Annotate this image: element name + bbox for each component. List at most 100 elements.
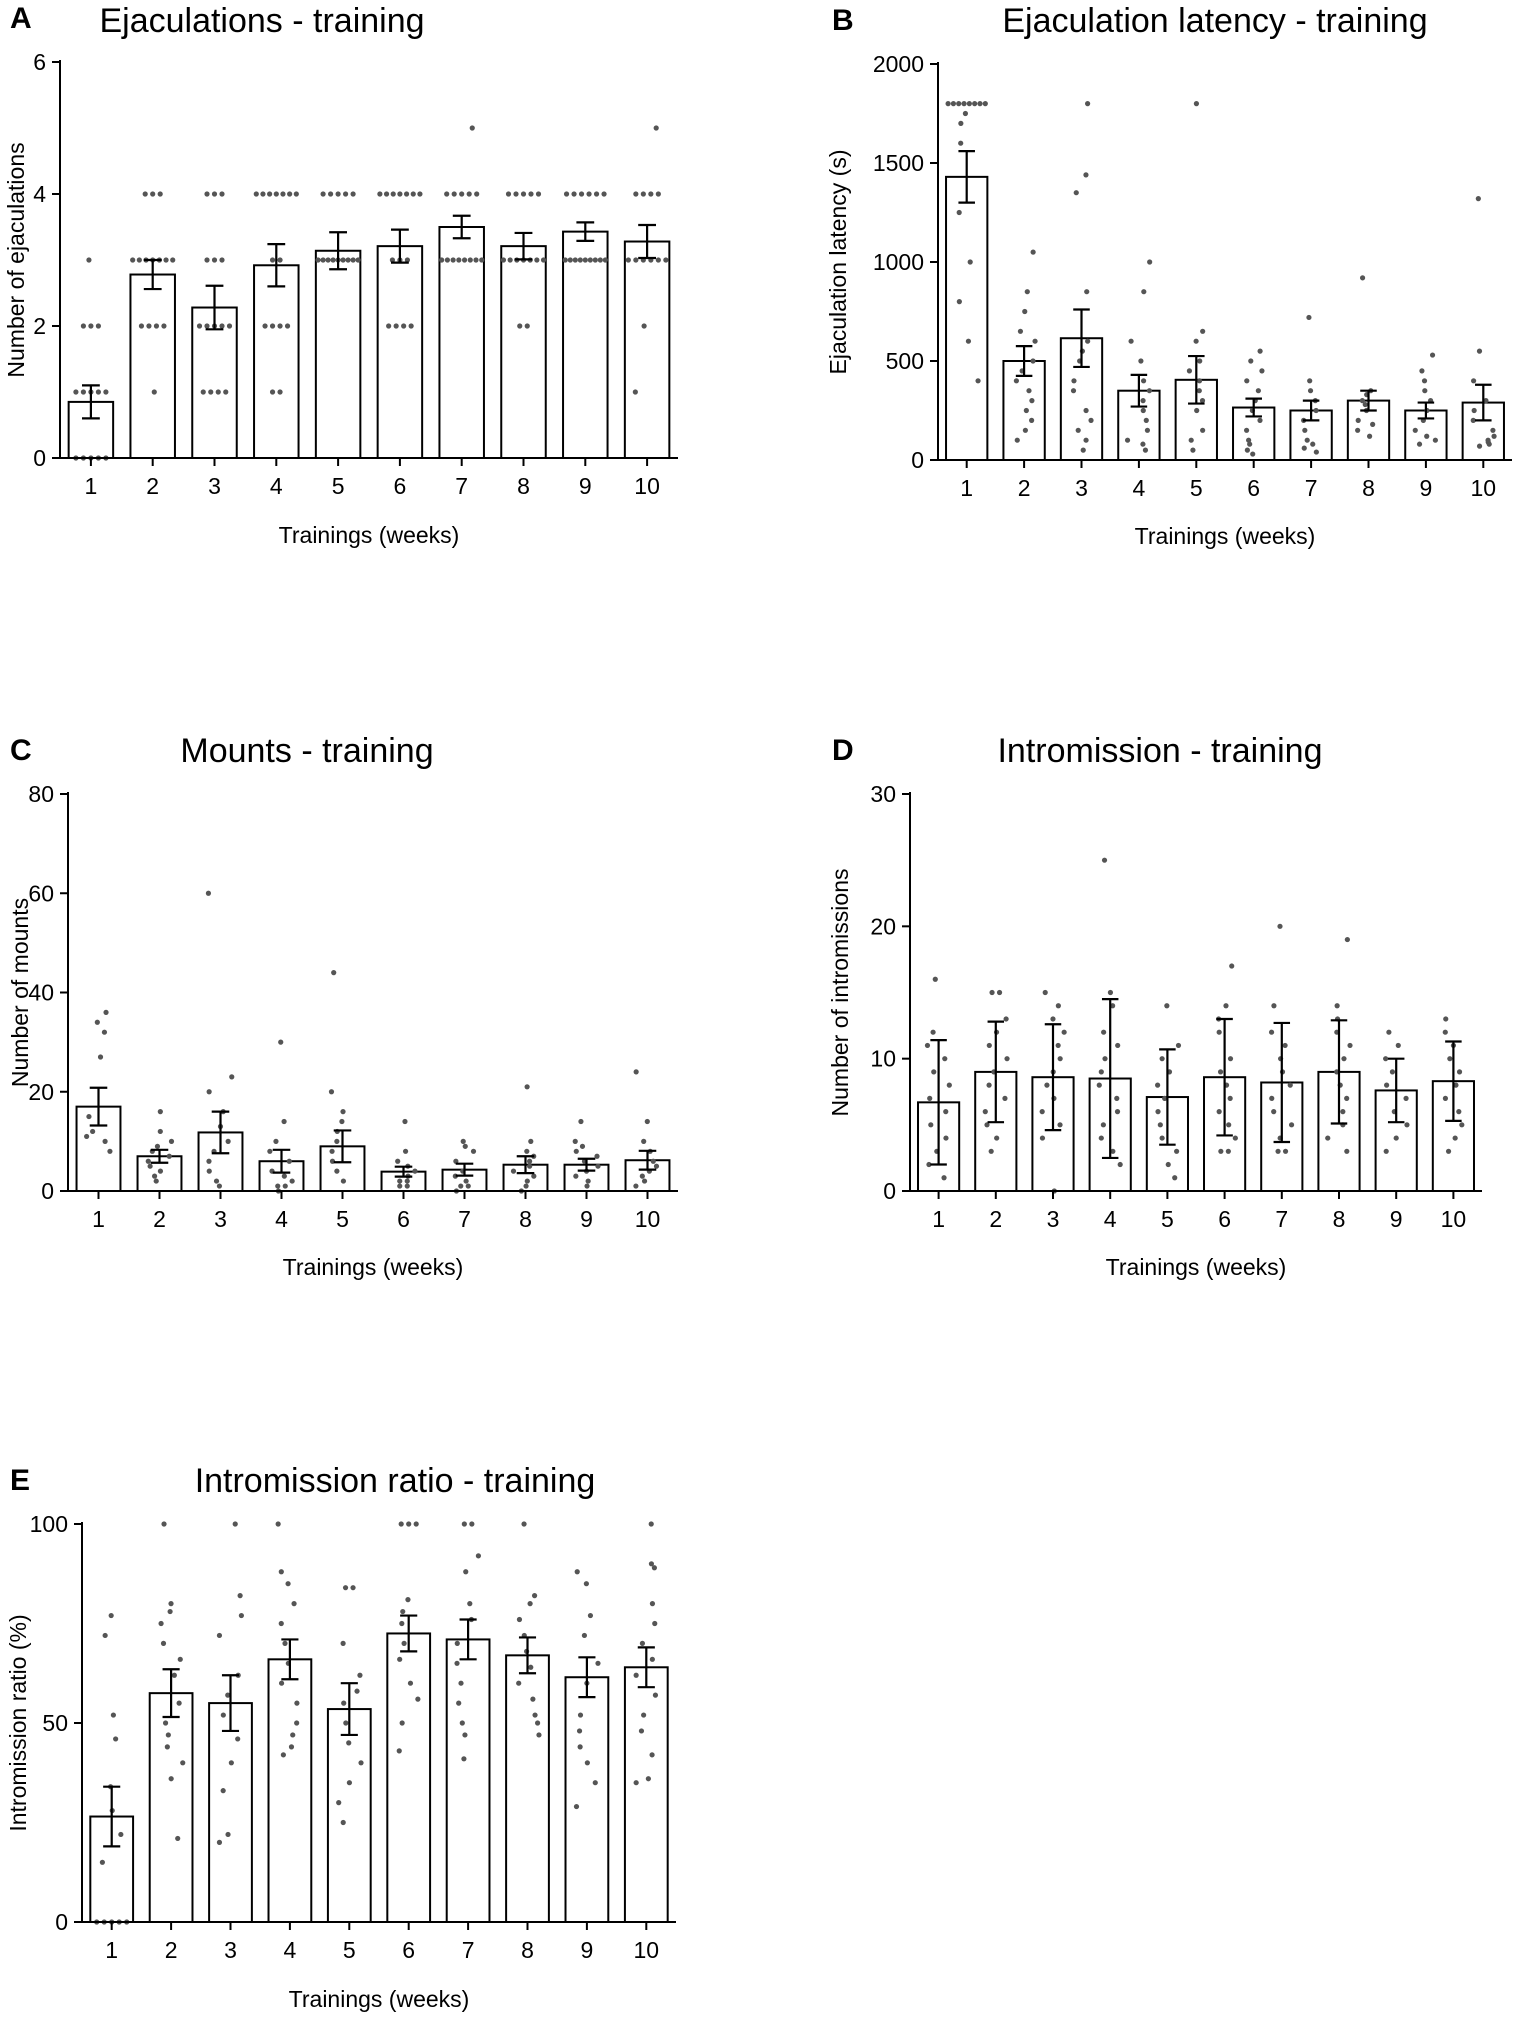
data-point (1442, 1029, 1448, 1035)
data-point (1084, 289, 1090, 295)
data-point (1142, 447, 1149, 453)
data-point (73, 389, 79, 395)
data-point (1287, 1082, 1293, 1088)
data-point (1443, 1016, 1449, 1022)
data-point (1470, 378, 1477, 384)
data-point (1014, 437, 1020, 443)
data-point (1429, 352, 1436, 358)
data-point (1218, 1148, 1224, 1154)
data-point (644, 1118, 650, 1125)
data-point (395, 1158, 401, 1164)
data-point (593, 191, 600, 197)
data-point (649, 1752, 655, 1758)
data-point (397, 1656, 403, 1662)
data-point (291, 1601, 297, 1607)
data-point (1259, 368, 1265, 374)
data-point (1416, 441, 1423, 447)
data-point (463, 1178, 469, 1184)
data-point (342, 1585, 349, 1591)
chart-title: Intromission ratio - training (195, 1462, 596, 1500)
data-point (288, 1744, 295, 1750)
data-point (208, 389, 214, 395)
data-point (80, 389, 86, 395)
data-point (280, 191, 286, 197)
data-point (153, 323, 160, 329)
data-point (1403, 1095, 1409, 1101)
data-point (1257, 348, 1263, 354)
data-point (652, 1692, 659, 1698)
data-point (206, 1158, 212, 1164)
x-tick-label: 2 (1018, 475, 1031, 501)
data-point (410, 191, 416, 197)
data-point (633, 1672, 639, 1678)
data-point (278, 1680, 285, 1686)
data-point (196, 323, 203, 329)
data-point (574, 1569, 580, 1575)
data-point (1456, 1109, 1462, 1115)
data-point (1138, 358, 1144, 364)
data-point (632, 389, 638, 395)
data-point (572, 1138, 578, 1144)
x-tick-label: 10 (634, 1937, 660, 1963)
data-point (168, 1138, 175, 1144)
y-axis-label: Number of mounts (7, 898, 33, 1087)
x-tick-label: 3 (224, 1937, 237, 1963)
data-point (86, 257, 92, 263)
data-point (1057, 1056, 1063, 1062)
data-point (1110, 1003, 1116, 1009)
data-point (88, 323, 94, 329)
data-point (216, 1632, 223, 1639)
data-point (1200, 427, 1206, 433)
data-point (102, 1138, 108, 1144)
data-point (118, 1831, 124, 1838)
data-point (1199, 398, 1206, 404)
data-point (961, 101, 967, 107)
data-point (1257, 417, 1263, 423)
data-point (456, 1700, 462, 1706)
data-point (350, 191, 356, 197)
data-point (1071, 378, 1077, 384)
data-point (527, 1163, 533, 1169)
data-point (267, 191, 273, 197)
error-bar (1188, 354, 1205, 405)
data-point (294, 1700, 300, 1706)
data-point (328, 1089, 335, 1095)
data-point (956, 101, 962, 107)
x-tick-label: 10 (1471, 475, 1497, 501)
x-tick-label: 5 (1161, 1206, 1174, 1232)
data-point (1165, 1161, 1171, 1168)
data-point (1269, 1095, 1275, 1101)
data-point (648, 1561, 655, 1567)
data-point (1003, 1016, 1009, 1022)
data-point (1383, 1148, 1389, 1154)
data-point (204, 191, 210, 197)
data-point (90, 1128, 96, 1135)
data-point (1412, 427, 1418, 433)
data-point (269, 257, 276, 263)
data-point (1200, 328, 1206, 334)
data-point (157, 1109, 163, 1115)
data-point (1029, 398, 1035, 404)
data-point (1107, 989, 1114, 996)
data-point (1217, 1069, 1224, 1075)
data-point (206, 1168, 212, 1174)
data-point (282, 1640, 288, 1646)
data-point (571, 191, 577, 197)
data-point (462, 1143, 468, 1149)
data-point (161, 1521, 167, 1527)
error-bar (1302, 399, 1320, 422)
data-point (962, 110, 969, 117)
data-point (663, 257, 669, 263)
x-tick-label: 8 (521, 1937, 534, 1963)
error-bar (958, 150, 975, 204)
bar-week-2 (148, 1692, 194, 1924)
data-point (1421, 378, 1428, 384)
x-tick-label: 6 (397, 1206, 410, 1232)
data-point (1344, 1095, 1350, 1101)
data-point (262, 323, 268, 329)
data-point (467, 1601, 473, 1607)
data-point (958, 120, 964, 126)
data-point (592, 257, 598, 263)
x-tick-label: 1 (960, 475, 973, 501)
data-point (293, 191, 299, 197)
